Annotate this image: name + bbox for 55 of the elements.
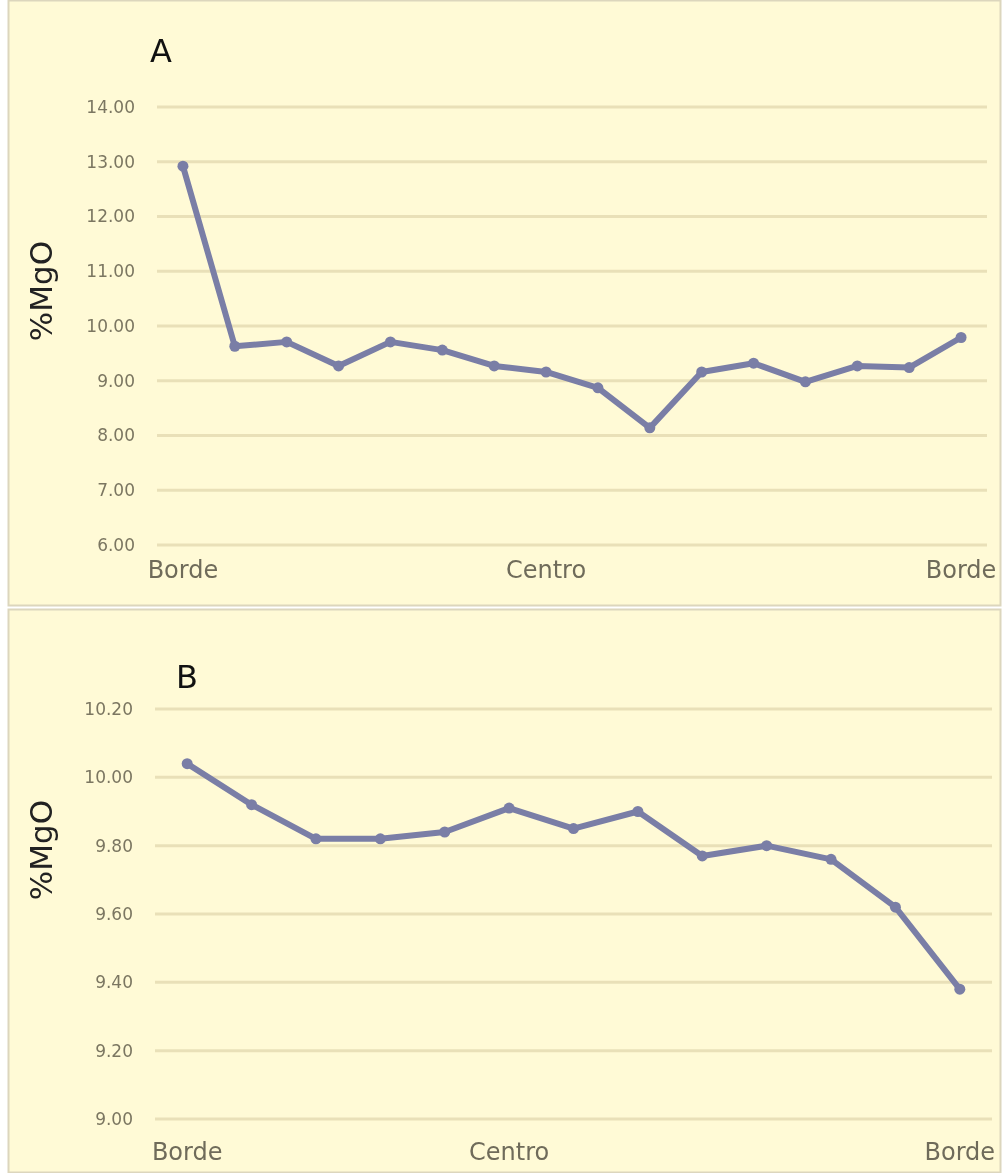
- point: [568, 823, 579, 835]
- point: [748, 357, 760, 369]
- point: [696, 366, 708, 378]
- y-tick-label: 9.00: [97, 370, 135, 391]
- y-tick-label: 9.80: [95, 835, 133, 856]
- y-tick-label: 10.20: [84, 698, 133, 719]
- x-tick-label: Borde: [151, 1138, 223, 1166]
- y-tick-label: 8.00: [97, 425, 135, 446]
- point: [246, 799, 258, 811]
- point: [889, 901, 901, 913]
- point: [903, 362, 915, 374]
- point: [281, 336, 293, 348]
- y-tick-label: 9.40: [95, 972, 133, 993]
- y-axis-title: %MgO: [23, 799, 59, 901]
- y-tick-label: 6.00: [97, 534, 135, 555]
- point: [436, 344, 448, 356]
- point: [503, 802, 515, 814]
- point: [592, 382, 604, 394]
- y-tick-label: 7.00: [97, 480, 135, 501]
- x-tick-label: Centro: [469, 1138, 550, 1166]
- point: [540, 366, 552, 378]
- point: [955, 332, 967, 343]
- y-tick-label: 9.60: [95, 903, 133, 924]
- y-tick-label: 11.00: [86, 261, 135, 282]
- y-tick-label: 9.00: [95, 1108, 133, 1129]
- y-tick-label: 14.00: [86, 96, 135, 117]
- point: [374, 833, 386, 845]
- point: [644, 422, 656, 434]
- y-axis-title: %MgO: [23, 240, 59, 342]
- point: [761, 840, 773, 852]
- x-tick-label: Borde: [924, 1138, 996, 1166]
- point: [696, 850, 708, 862]
- y-tick-label: 10.00: [86, 315, 135, 336]
- point: [177, 160, 189, 172]
- chart-title: A: [150, 32, 173, 70]
- y-tick-label: 9.20: [95, 1040, 133, 1061]
- point: [310, 833, 322, 845]
- point: [384, 336, 396, 348]
- point: [799, 376, 811, 388]
- x-tick-label: Centro: [505, 556, 587, 584]
- point: [439, 826, 451, 838]
- point: [229, 340, 241, 352]
- point: [954, 983, 966, 995]
- y-tick-label: 12.00: [86, 206, 135, 227]
- point: [488, 360, 500, 372]
- point: [632, 806, 644, 817]
- x-tick-label: Borde: [925, 556, 997, 584]
- point: [333, 360, 345, 372]
- x-tick-label: Borde: [147, 556, 219, 584]
- y-tick-label: 13.00: [86, 151, 135, 172]
- point: [825, 853, 837, 865]
- y-tick-label: 10.00: [84, 767, 133, 788]
- point: [851, 360, 863, 372]
- point: [181, 758, 193, 770]
- chart-title: B: [176, 658, 198, 696]
